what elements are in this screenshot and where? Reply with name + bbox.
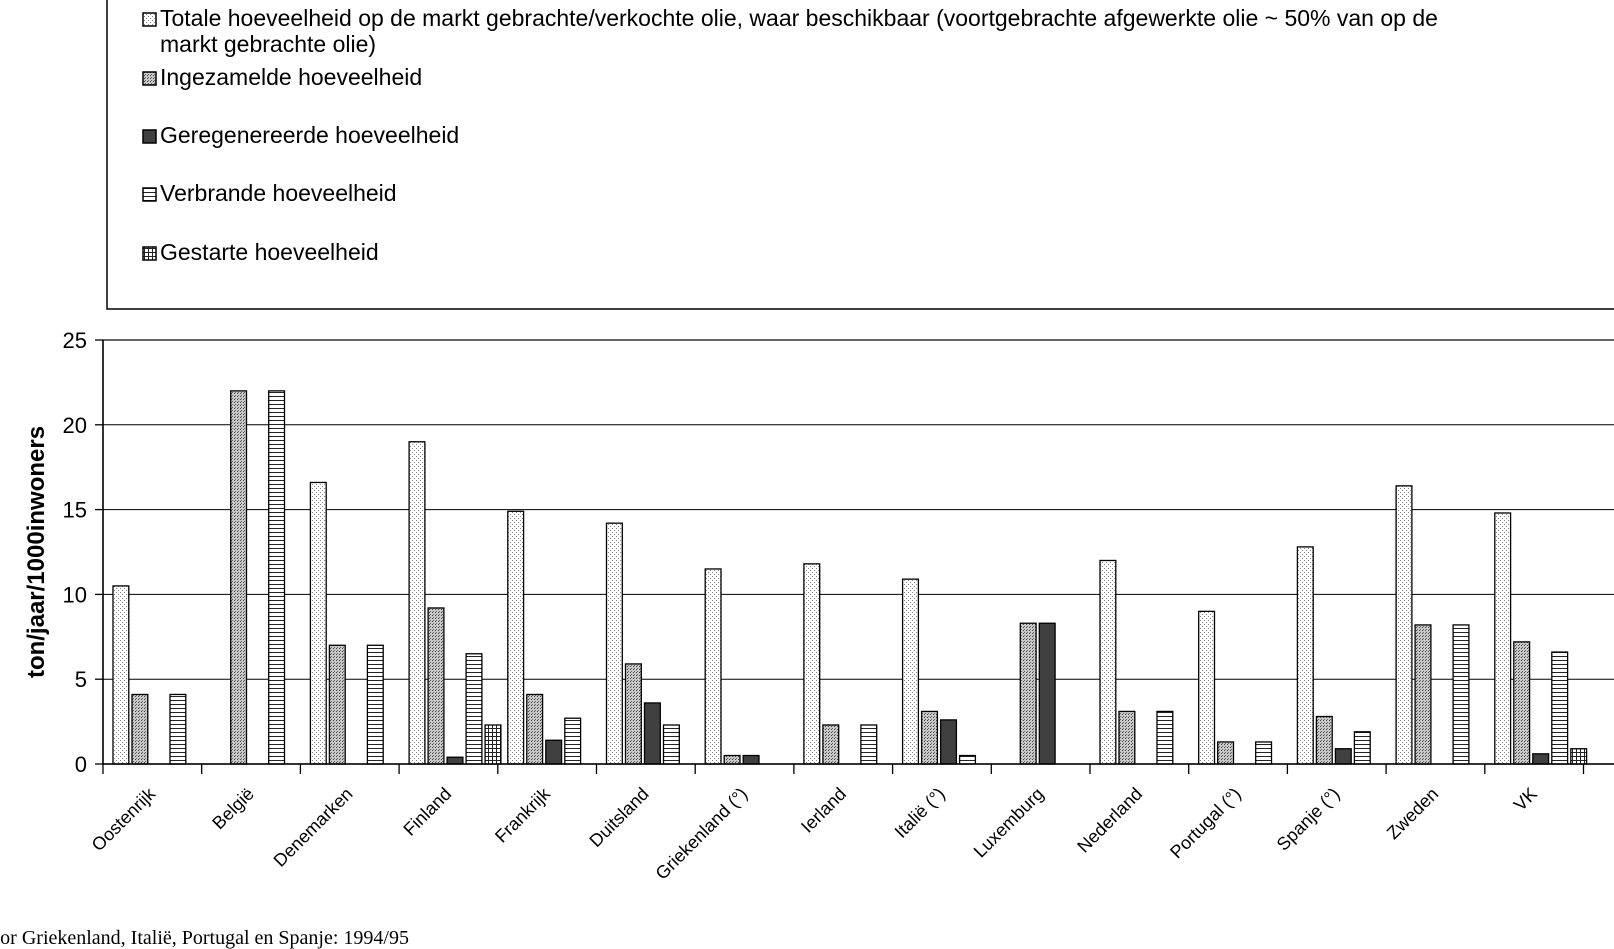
legend-label: Ingezamelde hoeveelheid [160, 64, 422, 90]
bar-dark-12 [1334, 748, 1352, 765]
legend-swatch-hlines [142, 187, 157, 202]
bar-hlines-5 [662, 724, 680, 765]
bar-dots-7 [803, 563, 821, 765]
legend-swatch-dots [142, 12, 157, 27]
bars [112, 390, 1588, 765]
category-label: Luxemburg [970, 784, 1048, 862]
plot-area [102, 339, 1614, 765]
y-tick-labels: 0 5 10 15 20 25 [63, 328, 87, 777]
category-label: Denemarken [270, 784, 357, 871]
bar-dark-5 [643, 702, 661, 765]
bar-dark-8 [939, 719, 958, 765]
category-label: Duitsland [585, 784, 652, 851]
legend: Totale hoeveelheid op de markt gebrachte… [142, 5, 1438, 265]
legend-label: Gestarte hoeveelheid [160, 239, 379, 265]
category-label: Finland [399, 784, 455, 840]
bar-dots-11 [1198, 610, 1216, 765]
bar-dense-12 [1315, 715, 1333, 765]
y-tick-label: 25 [63, 328, 87, 353]
bar-dots-14 [1494, 512, 1512, 765]
y-tick-label: 5 [75, 667, 87, 692]
bar-hlines-14 [1551, 651, 1569, 765]
category-label: Italië (°) [891, 784, 949, 842]
bar-hlines-3 [465, 653, 483, 765]
y-tick-label: 10 [63, 582, 87, 607]
bar-hlines-13 [1452, 624, 1470, 765]
bar-dense-1 [230, 390, 248, 765]
bar-dense-9 [1019, 622, 1037, 765]
bar-dense-14 [1513, 641, 1531, 765]
bar-dark-14 [1532, 753, 1550, 765]
bar-dense-0 [131, 693, 149, 765]
category-label: Oostenrijk [88, 783, 160, 855]
bar-dots-0 [112, 585, 130, 765]
legend-label: Totale hoeveelheid op de markt gebrachte… [160, 5, 1438, 31]
bar-grid-3 [484, 724, 502, 765]
bar-dark-3 [446, 756, 464, 765]
bar-dense-3 [427, 607, 445, 765]
bar-hlines-12 [1353, 731, 1371, 765]
category-label: Frankrijk [491, 783, 555, 847]
bar-dense-6 [723, 754, 741, 765]
category-label: Griekenland (°) [651, 784, 751, 884]
footnote: (°) Gegevens voor Griekenland, Italië, P… [0, 927, 409, 949]
bar-dense-13 [1414, 624, 1432, 765]
bar-dark-9 [1038, 622, 1056, 765]
bar-dots-5 [605, 522, 623, 765]
bar-hlines-7 [860, 724, 878, 765]
category-label: Nederland [1073, 784, 1146, 857]
bar-dense-4 [526, 693, 544, 765]
bar-dots-8 [901, 578, 920, 765]
bar-hlines-11 [1255, 741, 1273, 765]
gridlines [103, 339, 1614, 680]
category-label: België [208, 784, 258, 834]
bar-dots-6 [704, 568, 722, 765]
legend-label: Verbrande hoeveelheid [160, 180, 397, 206]
bar-grid-14 [1570, 748, 1588, 765]
x-tick-labels: Oostenrijk België Denemarken Finland Frankri… [88, 783, 1541, 884]
bar-dots-12 [1296, 546, 1314, 765]
bar-dark-4 [545, 739, 563, 765]
category-label: Portugal (°) [1166, 784, 1245, 863]
bar-hlines-10 [1156, 710, 1174, 765]
y-tick-label: 0 [75, 752, 87, 777]
y-axis-label: ton/jaar/1000inwoners [23, 426, 50, 678]
bar-dense-7 [822, 724, 840, 765]
bar-hlines-2 [366, 644, 384, 765]
category-label: Zweden [1383, 784, 1442, 843]
bar-dots-3 [408, 441, 426, 765]
bar-hlines-1 [268, 390, 286, 765]
bar-hlines-8 [958, 754, 977, 765]
bar-dense-11 [1217, 741, 1235, 765]
axes [95, 339, 1614, 774]
bar-dense-10 [1118, 710, 1136, 765]
category-label: Ierland [797, 784, 850, 837]
category-label: Spanje (°) [1273, 784, 1344, 855]
bar-dots-13 [1395, 485, 1413, 765]
legend-swatch-dense [142, 71, 157, 86]
bar-dark-6 [742, 754, 760, 765]
legend-box [106, 0, 1614, 310]
category-label: VK [1510, 784, 1541, 815]
legend-label: markt gebrachte olie) [160, 31, 376, 57]
bar-dots-10 [1099, 559, 1117, 765]
bar-dots-2 [309, 481, 327, 765]
bar-dots-4 [507, 510, 525, 765]
bar-dense-5 [624, 663, 642, 765]
legend-label: Geregenereerde hoeveelheid [160, 122, 459, 148]
bar-dense-8 [920, 710, 939, 765]
bar-dense-2 [328, 644, 346, 765]
legend-swatch-grid [142, 246, 157, 261]
y-tick-label: 20 [63, 413, 87, 438]
bar-hlines-4 [564, 717, 582, 765]
bar-hlines-0 [169, 693, 187, 765]
y-tick-label: 15 [63, 498, 87, 523]
legend-swatch-dark [142, 129, 157, 144]
